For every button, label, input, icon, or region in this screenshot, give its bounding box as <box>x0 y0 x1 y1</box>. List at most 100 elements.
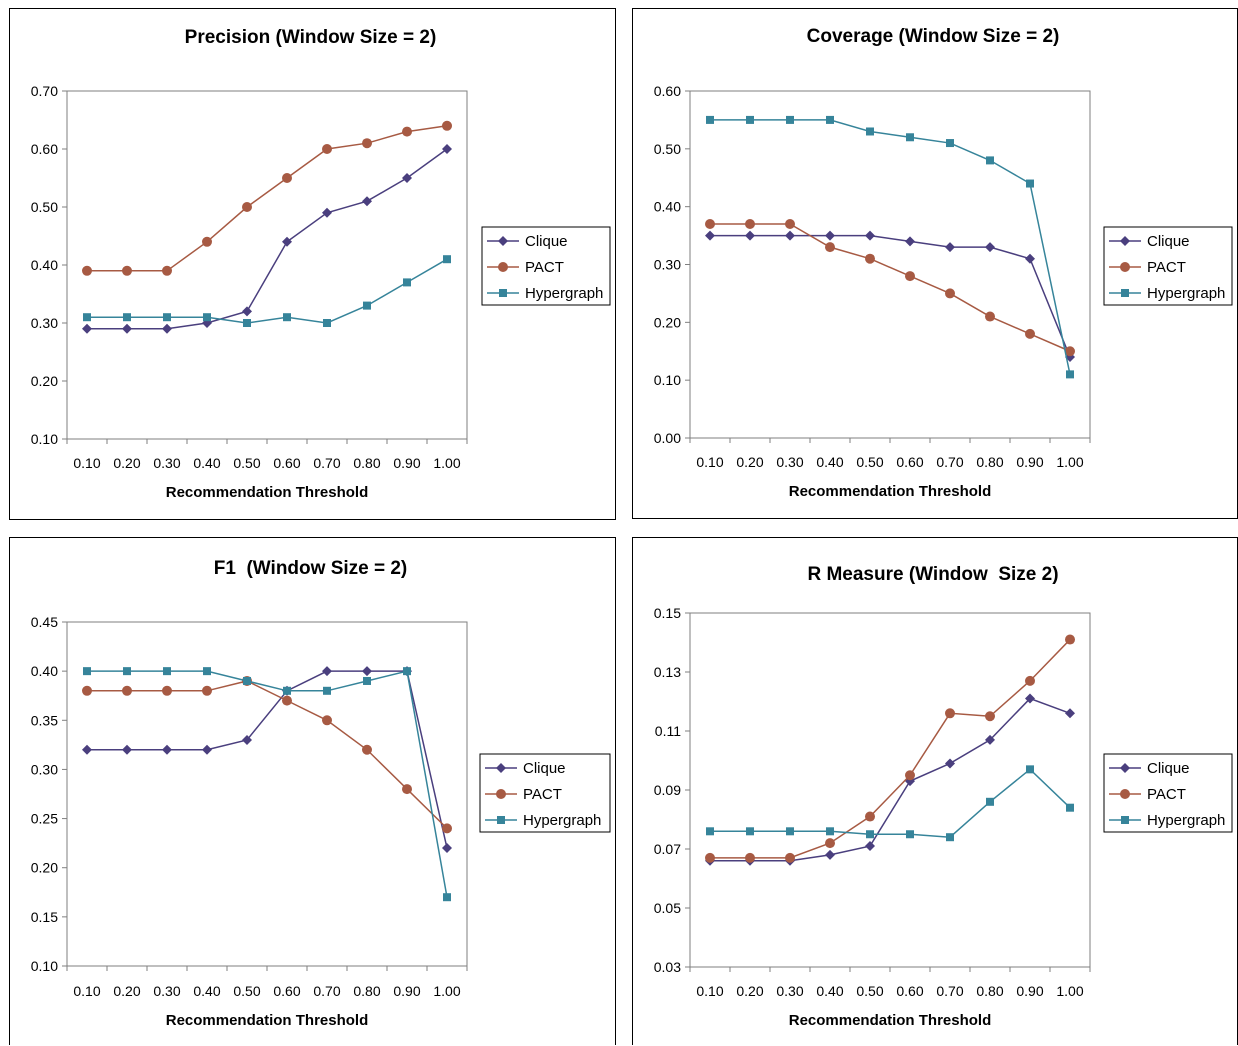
legend-clique-marker <box>1120 236 1130 246</box>
r-measure-chart: R Measure (Window Size 2) 0.03 0.05 0.07 0.0… <box>654 564 1233 1029</box>
y-tick-label: 0.35 <box>31 712 58 728</box>
clique-point <box>705 230 715 241</box>
hypergraph-point <box>283 313 291 322</box>
hypergraph-point <box>203 313 211 322</box>
pact-line <box>87 680 448 829</box>
f1-chart: F1 (Window Size = 2) 0.10 0.15 0.20 0.25 0.30… <box>31 558 611 1029</box>
x-tick-label: 0.20 <box>113 983 140 999</box>
pact-point <box>865 811 875 822</box>
legend-hypergraph-label: Hypergraph <box>523 812 601 829</box>
series-hypergraph <box>706 765 1074 842</box>
y-tick-label: 0.15 <box>654 605 681 621</box>
clique-point <box>322 207 332 218</box>
coverage-chart: Coverage (Window Size = 2) 0.00 0.10 0.20 0.… <box>654 26 1233 500</box>
x-tick-label: 0.70 <box>936 983 963 999</box>
chart-title: F1 (Window Size = 2) <box>214 558 408 579</box>
clique-line <box>710 697 1071 862</box>
clique-point <box>865 841 875 852</box>
pact-point <box>865 253 875 264</box>
clique-point <box>122 744 132 755</box>
pact-point <box>825 838 835 849</box>
clique-point <box>162 323 172 334</box>
clique-point <box>825 230 835 241</box>
hypergraph-point <box>1066 803 1074 812</box>
pact-point <box>82 685 92 696</box>
hypergraph-point <box>243 319 251 327</box>
pact-point <box>362 138 372 149</box>
hypergraph-point <box>363 301 371 310</box>
legend-clique-marker <box>1120 763 1130 773</box>
y-tick-label: 0.60 <box>654 83 681 99</box>
legend-pact-marker <box>1120 262 1130 272</box>
pact-point <box>985 711 995 722</box>
pact-point <box>202 236 212 247</box>
clique-point <box>985 242 995 253</box>
x-tick-label: 0.80 <box>353 983 380 999</box>
clique-point <box>82 744 92 755</box>
hypergraph-line <box>710 768 1071 838</box>
pact-point <box>905 271 915 282</box>
pact-point <box>402 126 412 137</box>
hypergraph-point <box>746 827 754 836</box>
hypergraph-point <box>323 686 331 695</box>
pact-point <box>705 852 715 863</box>
x-tick-label: 1.00 <box>1056 983 1083 999</box>
hypergraph-line <box>87 258 448 324</box>
legend: Clique PACT Hypergraph <box>479 753 611 833</box>
precision-chart: Precision (Window Size = 2) 0.10 0.20 0.30 0… <box>31 27 611 501</box>
pact-point <box>1025 328 1035 339</box>
clique-point <box>442 843 452 854</box>
y-tick-label: 0.45 <box>31 614 58 630</box>
pact-point <box>1025 675 1035 686</box>
hypergraph-point <box>946 139 954 148</box>
x-tick-label: 0.20 <box>736 454 763 470</box>
hypergraph-point <box>443 255 451 264</box>
series-pact <box>82 120 452 276</box>
chart-title: Precision (Window Size = 2) <box>185 27 437 48</box>
legend-hypergraph-marker <box>1121 289 1129 297</box>
y-tick-label: 0.00 <box>654 430 681 446</box>
pact-point <box>82 265 92 276</box>
x-tick-label: 0.90 <box>393 455 420 471</box>
plot-area <box>66 621 468 967</box>
pact-point <box>282 695 292 706</box>
y-tick-label: 0.30 <box>31 315 58 331</box>
legend-clique-label: Clique <box>523 760 566 777</box>
pact-point <box>945 708 955 719</box>
y-tick-label: 0.05 <box>654 900 681 916</box>
hypergraph-point <box>706 827 714 836</box>
x-tick-label: 0.80 <box>976 454 1003 470</box>
pact-line <box>710 223 1071 352</box>
series-pact <box>705 219 1075 357</box>
x-tick-label: 0.50 <box>856 983 883 999</box>
x-tick-label: 0.70 <box>936 454 963 470</box>
pact-point <box>282 173 292 183</box>
y-tick-label: 0.50 <box>31 199 58 215</box>
legend-clique-label: Clique <box>1147 760 1190 777</box>
plot-area <box>689 90 1091 439</box>
legend-hypergraph-label: Hypergraph <box>1147 812 1225 829</box>
hypergraph-point <box>866 127 874 136</box>
x-tick-label: 0.50 <box>233 983 260 999</box>
pact-point <box>1065 634 1075 645</box>
hypergraph-point <box>1026 765 1034 774</box>
r-measure-chart-panel: R Measure (Window Size 2) 0.03 0.05 0.07 0.0… <box>632 537 1238 1045</box>
legend-hypergraph-label: Hypergraph <box>525 285 603 302</box>
hypergraph-point <box>906 133 914 142</box>
clique-point <box>242 306 252 317</box>
legend-pact-marker <box>1120 789 1130 799</box>
legend-pact-marker <box>496 789 506 799</box>
pact-point <box>745 852 755 863</box>
hypergraph-point <box>1066 370 1074 379</box>
hypergraph-point <box>986 797 994 806</box>
hypergraph-point <box>403 667 411 676</box>
series-hypergraph <box>83 667 451 902</box>
legend-pact-marker <box>498 262 508 272</box>
hypergraph-point <box>946 833 954 842</box>
hypergraph-point <box>866 830 874 839</box>
x-tick-label: 0.30 <box>776 983 803 999</box>
clique-point <box>402 173 412 183</box>
pact-point <box>122 265 132 276</box>
clique-point <box>945 758 955 769</box>
y-tick-label: 0.07 <box>654 841 681 857</box>
